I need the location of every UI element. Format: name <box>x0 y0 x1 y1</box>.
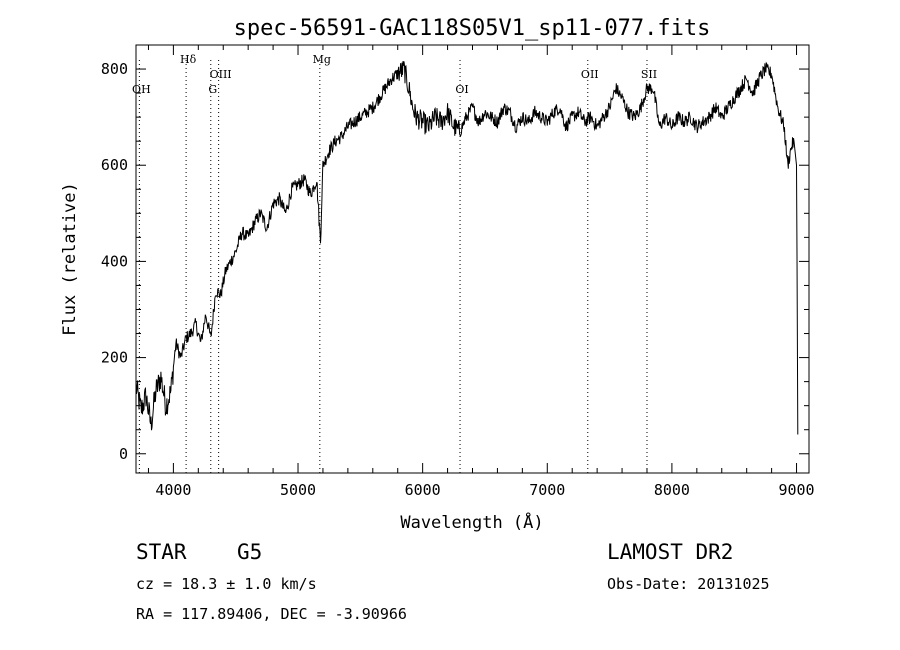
coordinates: RA = 117.89406, DEC = -3.90966 <box>136 605 407 623</box>
y-tick-label: 800 <box>101 60 128 78</box>
x-tick-label: 5000 <box>280 481 316 499</box>
object-subclass: G5 <box>237 540 263 564</box>
y-axis-label: Flux (relative) <box>60 182 80 336</box>
x-tick-label: 4000 <box>155 481 191 499</box>
spectral-line-label: OI <box>455 83 468 96</box>
object-class: STAR <box>136 540 187 564</box>
spectral-line-label: G <box>208 83 217 96</box>
x-tick-label: 7000 <box>529 481 565 499</box>
chart-title: spec-56591-GAC118S05V1_sp11-077.fits <box>234 16 711 41</box>
y-tick-label: 200 <box>101 349 128 367</box>
spectral-line-label: OIII <box>210 68 232 81</box>
axis-tick-labels: 4000 5000 6000 7000 8000 9000 0 200 400 600 800 <box>101 60 815 499</box>
y-tick-label: 600 <box>101 156 128 174</box>
spectrum-line <box>135 61 799 435</box>
spectral-line-label: SII <box>641 68 657 81</box>
x-tick-label: 9000 <box>778 481 814 499</box>
spectral-line-markers: OH Hδ G OIII Mg OI OII SII <box>132 53 657 473</box>
spectral-line-label: Hδ <box>180 53 197 66</box>
x-tick-label: 6000 <box>405 481 441 499</box>
redshift-velocity: cz = 18.3 ± 1.0 km/s <box>136 575 317 593</box>
x-tick-label: 8000 <box>654 481 690 499</box>
spectral-line-label: OH <box>132 83 151 96</box>
survey-name: LAMOST DR2 <box>607 540 734 564</box>
x-axis-label: Wavelength (Å) <box>400 511 543 533</box>
spectral-line-label: OII <box>581 68 599 81</box>
observation-date: Obs-Date: 20131025 <box>607 575 770 593</box>
spectral-line-label: Mg <box>313 53 331 66</box>
axis-ticks <box>136 44 809 473</box>
y-tick-label: 400 <box>101 252 128 270</box>
y-tick-label: 0 <box>119 445 128 463</box>
plot-frame <box>135 44 810 474</box>
